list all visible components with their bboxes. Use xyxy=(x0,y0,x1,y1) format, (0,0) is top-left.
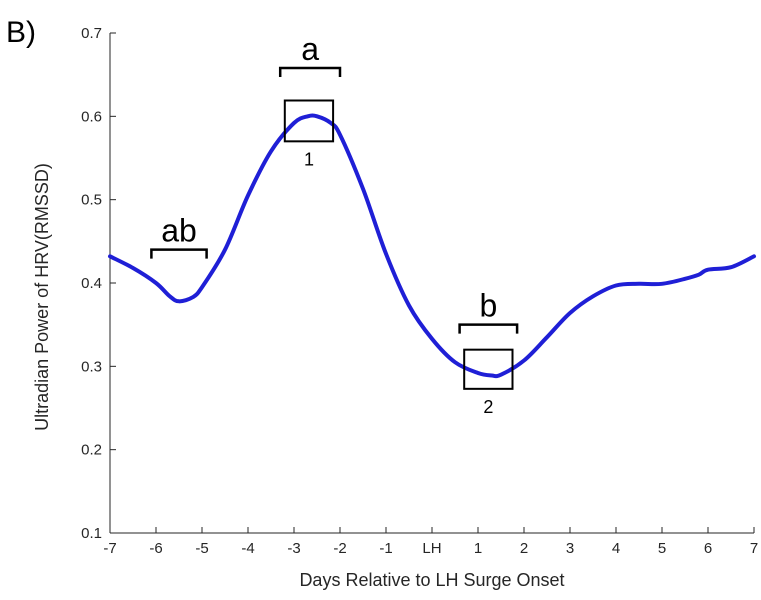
series-line xyxy=(108,113,756,379)
x-tick-label: -2 xyxy=(333,540,346,557)
x-tick-label: -5 xyxy=(195,540,208,557)
x-axis-title: Days Relative to LH Surge Onset xyxy=(299,570,564,590)
x-tick-label: 4 xyxy=(612,540,620,557)
significance-bracket xyxy=(278,66,342,77)
highlight-box xyxy=(283,99,335,143)
x-tick-label: LH xyxy=(422,540,441,557)
x-tick-label: -4 xyxy=(241,540,254,557)
x-tick-label: -7 xyxy=(103,540,116,557)
series xyxy=(108,113,756,379)
x-tick-label: 1 xyxy=(474,540,482,557)
x-tick-label: 5 xyxy=(658,540,666,557)
y-axis-title: Ultradian Power of HRV(RMSSD) xyxy=(32,163,52,431)
x-tick-label: -6 xyxy=(149,540,162,557)
significance-bracket xyxy=(458,323,519,334)
axes xyxy=(109,32,755,534)
panel-label: B) xyxy=(6,16,36,49)
box-number-label: 2 xyxy=(483,397,493,417)
significance-label: ab xyxy=(161,213,197,249)
x-tick-label: -3 xyxy=(287,540,300,557)
x-tick-label: -1 xyxy=(379,540,392,557)
y-tick-label: 0.4 xyxy=(81,275,102,292)
tick-labels: -7 -6 -5 -4 -3 -2 -1 LH 1 2 3 4 5 6 7 0.1 0.2 0.3 0.4 0.5 0.… xyxy=(81,25,758,557)
significance-bracket xyxy=(150,248,208,259)
significance-label: a xyxy=(301,31,319,67)
x-tick-label: 6 xyxy=(704,540,712,557)
y-tick-label: 0.7 xyxy=(81,25,102,42)
y-tick-label: 0.5 xyxy=(81,192,102,209)
highlight-box xyxy=(463,348,514,390)
y-tick-label: 0.1 xyxy=(81,525,102,542)
x-tick-label: 7 xyxy=(750,540,758,557)
significance-label: b xyxy=(479,288,497,324)
y-tick-label: 0.2 xyxy=(81,442,102,459)
box-number-label: 1 xyxy=(304,149,314,169)
x-tick-label: 2 xyxy=(520,540,528,557)
y-tick-label: 0.6 xyxy=(81,108,102,125)
x-tick-label: 3 xyxy=(566,540,574,557)
y-tick-label: 0.3 xyxy=(81,358,102,375)
